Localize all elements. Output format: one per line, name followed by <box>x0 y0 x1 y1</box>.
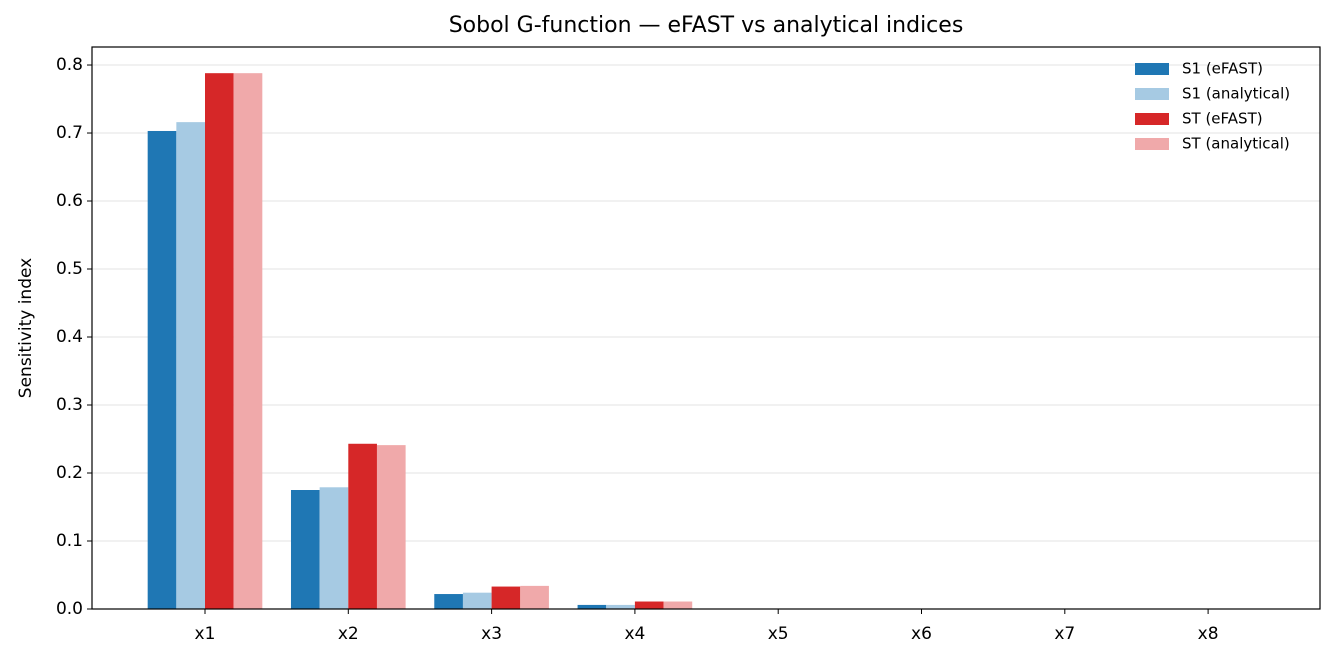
bar <box>491 586 521 609</box>
legend-swatch <box>1135 63 1169 75</box>
y-tick-label: 0.3 <box>56 395 83 415</box>
chart-title: Sobol G-function — eFAST vs analytical i… <box>449 13 964 38</box>
bar <box>376 445 406 609</box>
y-tick-label: 0.2 <box>56 463 83 483</box>
legend-label: ST (analytical) <box>1182 135 1290 153</box>
y-tick-label: 0.4 <box>56 327 83 347</box>
legend-label: S1 (analytical) <box>1182 85 1290 103</box>
bar <box>233 73 263 609</box>
x-tick-label: x6 <box>911 624 932 644</box>
x-tick-label: x1 <box>195 624 216 644</box>
x-tick-label: x5 <box>768 624 789 644</box>
bar <box>434 594 463 609</box>
bar <box>634 601 664 609</box>
x-tick-label: x2 <box>338 624 359 644</box>
legend-label: ST (eFAST) <box>1182 110 1263 128</box>
y-tick-label: 0.6 <box>56 191 83 211</box>
bar <box>176 122 205 609</box>
bar <box>663 601 693 609</box>
x-tick-label: x7 <box>1054 624 1075 644</box>
bar <box>319 487 349 609</box>
y-tick-label: 0.5 <box>56 259 83 279</box>
bar <box>290 490 320 609</box>
y-tick-label: 0.7 <box>56 123 83 143</box>
bar <box>606 604 635 609</box>
bar <box>348 443 377 609</box>
bar <box>205 73 234 609</box>
y-tick-label: 0.0 <box>56 599 83 619</box>
bar <box>147 130 177 610</box>
legend-label: S1 (eFAST) <box>1182 60 1263 78</box>
plot-frame <box>91 46 1321 610</box>
x-tick-label: x8 <box>1198 624 1219 644</box>
bar <box>577 604 607 609</box>
y-tick-label: 0.8 <box>56 55 83 75</box>
x-tick-label: x4 <box>624 624 645 644</box>
legend-swatch <box>1135 113 1169 125</box>
y-axis-label: Sensitivity index <box>16 258 36 398</box>
bar <box>520 585 549 609</box>
y-tick-label: 0.1 <box>56 531 83 551</box>
legend-swatch <box>1135 138 1169 150</box>
bar <box>462 592 492 609</box>
legend-swatch <box>1135 88 1169 100</box>
x-tick-label: x3 <box>481 624 502 644</box>
